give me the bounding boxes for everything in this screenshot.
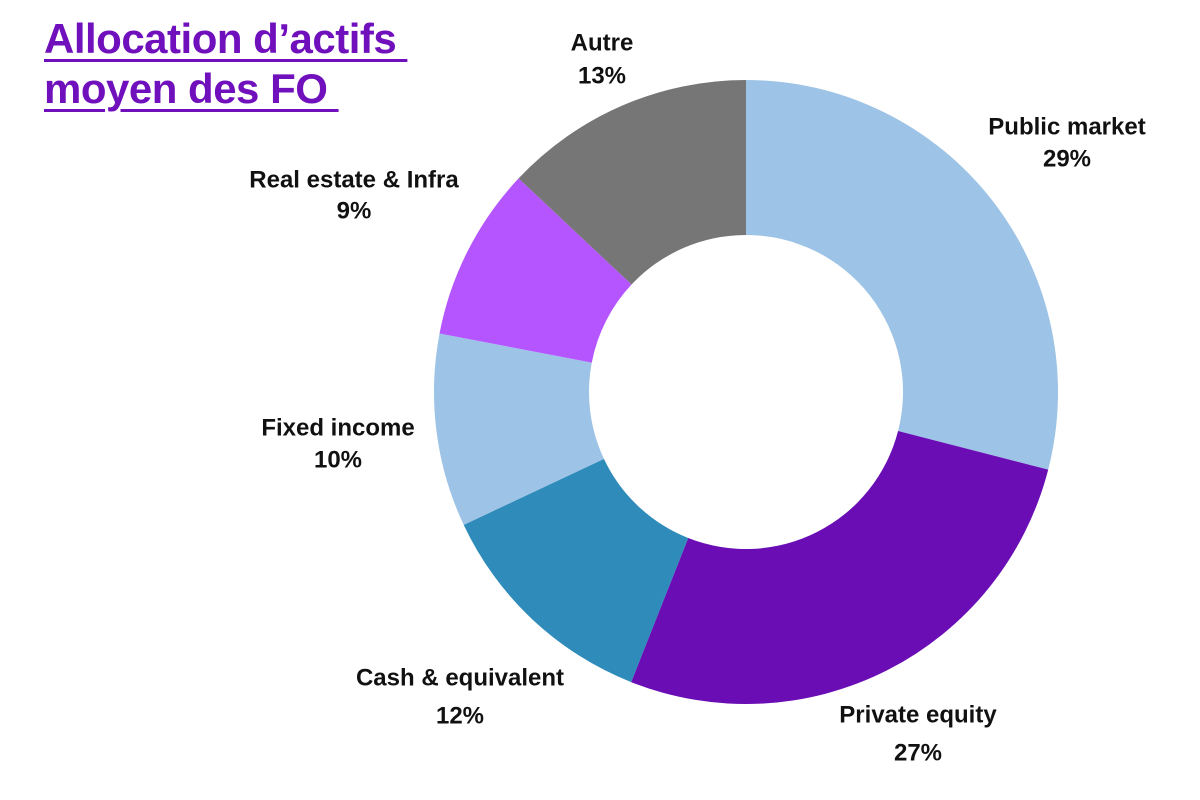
slice-value-label: 13% — [578, 62, 626, 89]
slice-label: Real estate & Infra — [249, 166, 459, 193]
slice-label: Cash & equivalent — [356, 664, 564, 691]
slice-autre — [518, 80, 746, 285]
donut-slices — [434, 80, 1058, 704]
slice-real-estate-infra — [439, 178, 632, 363]
slice-cash-equivalent — [463, 458, 689, 683]
slice-value-label: 9% — [337, 197, 372, 224]
chart-title-line-1: Allocation d’actifs — [44, 15, 408, 62]
slice-fixed-income — [434, 333, 604, 525]
chart-title-line-2: moyen des FO — [44, 65, 339, 112]
slice-label: Autre — [571, 29, 634, 56]
slice-value-label: 12% — [436, 702, 484, 729]
slice-label: Fixed income — [261, 414, 414, 441]
slice-private-equity — [631, 431, 1049, 704]
slice-value-label: 27% — [894, 739, 942, 766]
slice-public-market — [746, 80, 1058, 470]
donut-labels: Public market 29% Private equity 27% Cash & … — [249, 29, 1145, 766]
slice-label: Private equity — [839, 701, 997, 728]
slice-value-label: 10% — [314, 446, 362, 473]
slice-label: Public market — [988, 113, 1145, 140]
slice-value-label: 29% — [1043, 145, 1091, 172]
chart-title: Allocation d’actifs moyen des FO — [44, 14, 407, 114]
